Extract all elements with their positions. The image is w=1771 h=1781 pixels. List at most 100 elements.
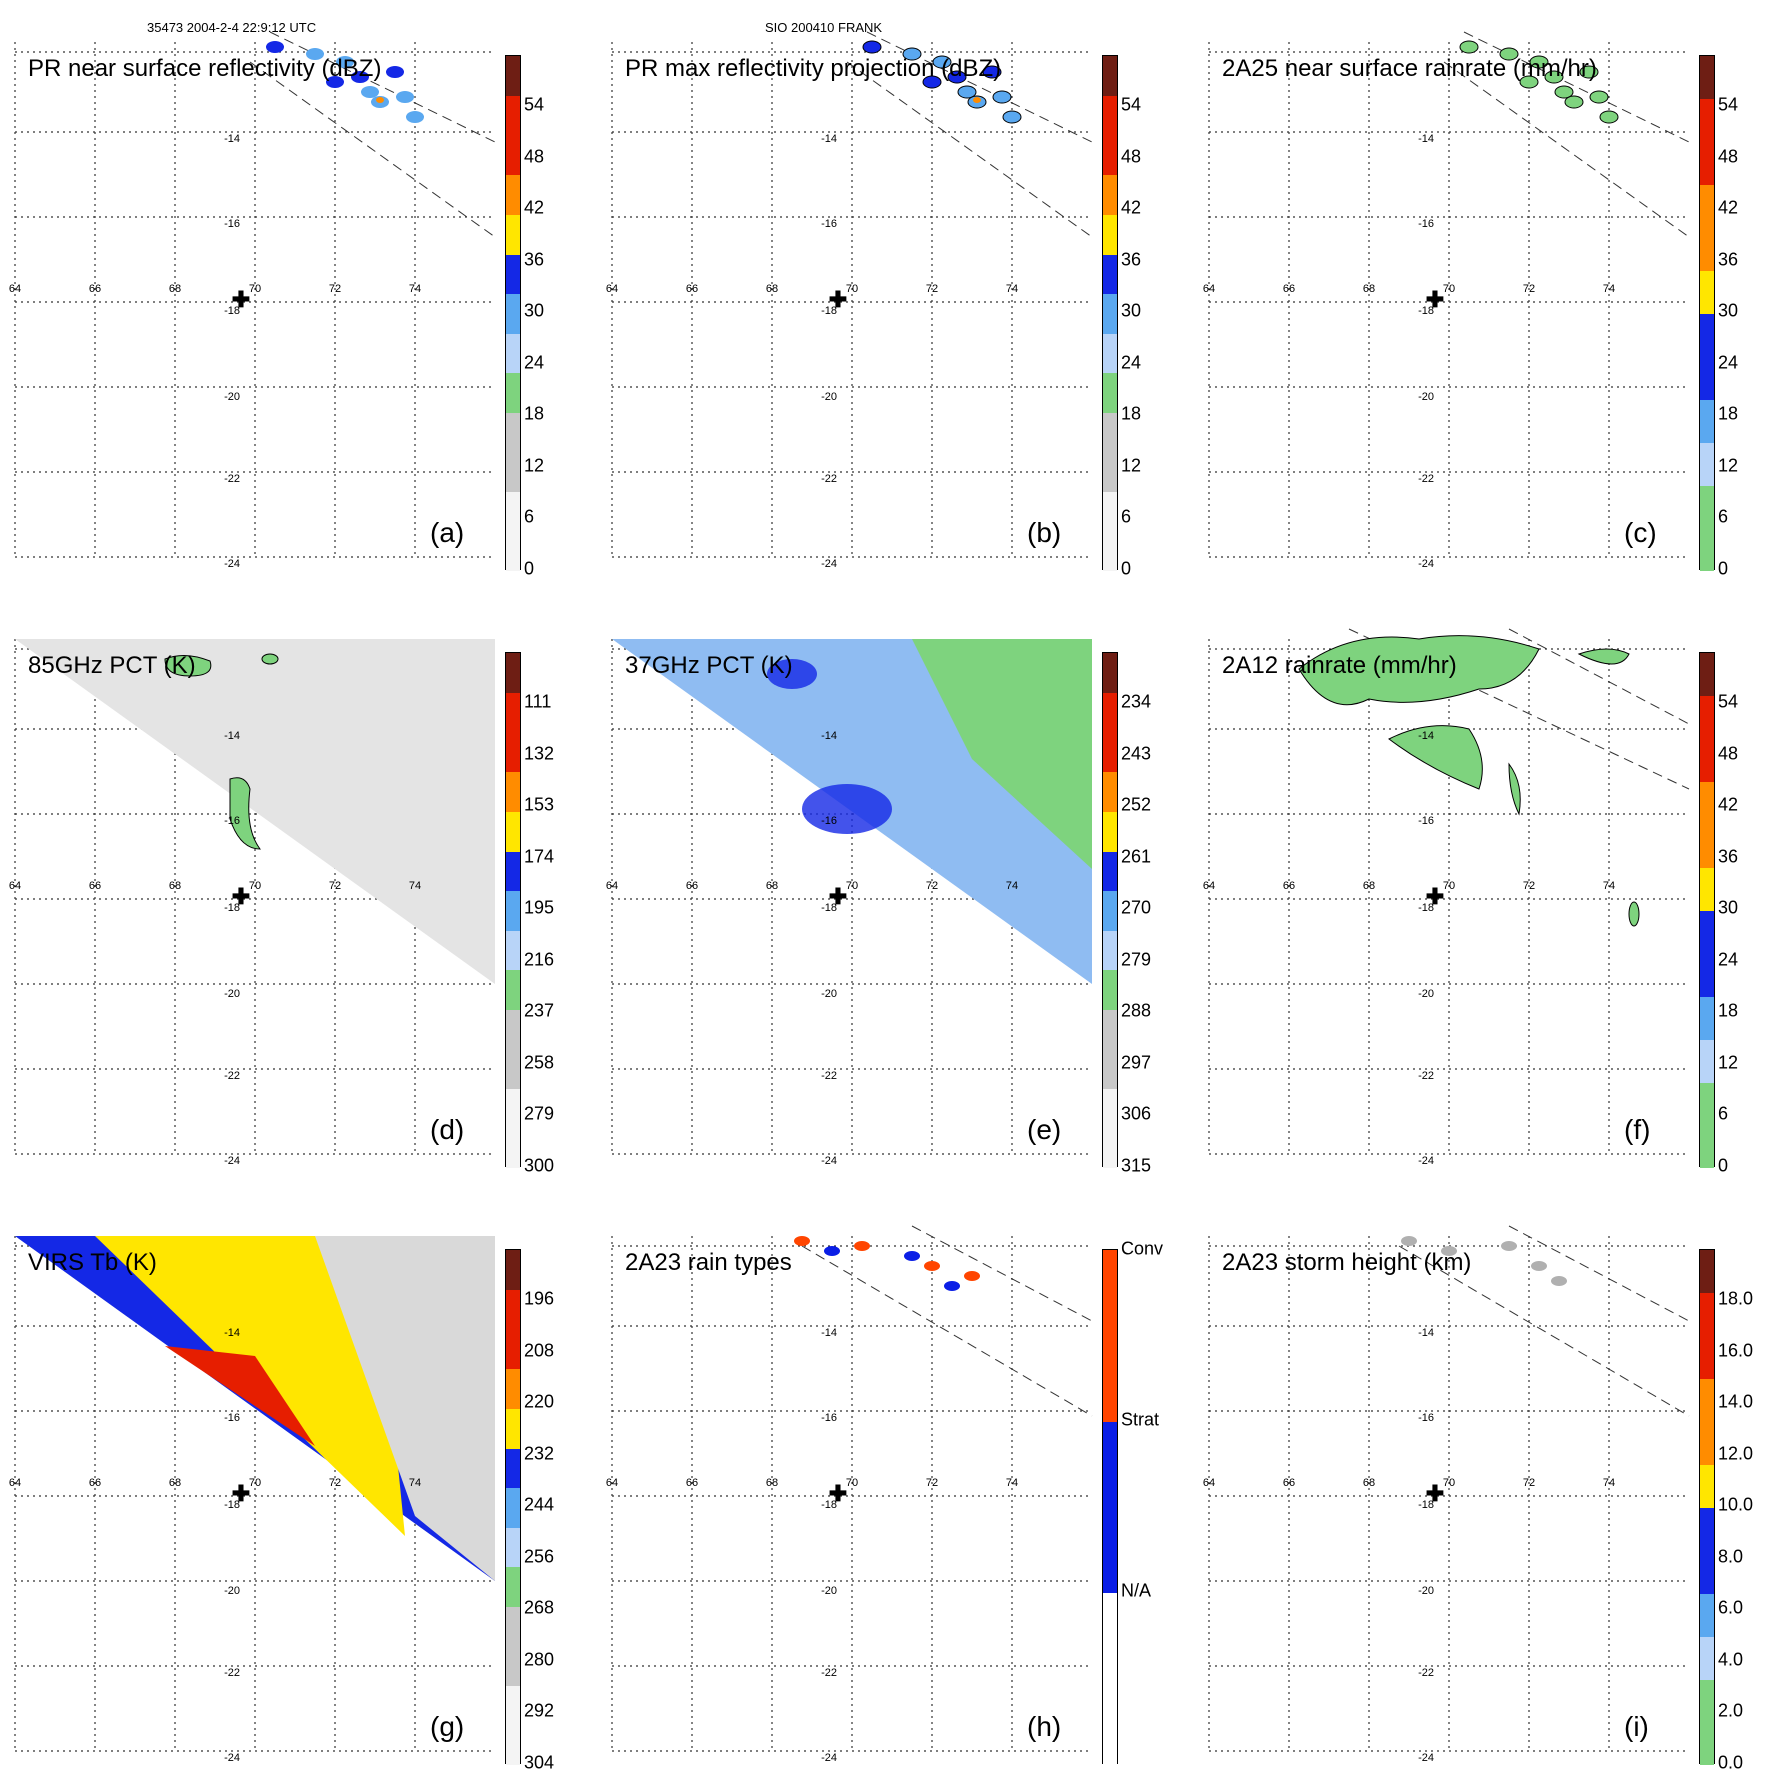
colorbar-segment <box>506 692 520 733</box>
colorbar-tick-label: 252 <box>1121 794 1152 815</box>
colorbar-segment <box>1103 811 1117 852</box>
colorbar-segment <box>1103 333 1117 374</box>
colorbar-tick-label: 280 <box>524 1649 555 1669</box>
colorbar-tick-label: 12 <box>524 455 545 475</box>
lon-label: 64 <box>606 283 618 295</box>
colorbar-tick-label: 279 <box>524 1103 555 1124</box>
colorbar-tick-label: N/A <box>1121 1580 1152 1601</box>
lat-label: -16 <box>821 218 837 230</box>
rain-echo <box>386 66 404 78</box>
colorbar-segment <box>506 1289 520 1330</box>
lon-label: 70 <box>1443 283 1455 295</box>
colorbar-tick-label: 304 <box>524 1752 555 1772</box>
colorbar-segment <box>506 1725 520 1766</box>
colorbar-segment <box>1103 1049 1117 1090</box>
rain-type-pixel <box>964 1271 980 1281</box>
swath-edge <box>1463 31 1690 143</box>
swath-edge <box>269 31 496 143</box>
colorbar-segment <box>1103 930 1117 971</box>
lat-label: -20 <box>1418 391 1434 403</box>
colorbar-segment <box>506 531 520 572</box>
colorbar-segment <box>506 254 520 295</box>
colorbar-segment <box>506 1408 520 1449</box>
colorbar-segment <box>506 412 520 453</box>
lat-label: -14 <box>224 1327 240 1339</box>
rain-echo <box>351 71 369 83</box>
colorbar-tick-label: 243 <box>1121 743 1152 763</box>
lat-label: -16 <box>224 815 240 827</box>
lat-label: -24 <box>821 1155 837 1167</box>
lon-label: 72 <box>1523 880 1535 892</box>
lat-label: -22 <box>821 1070 837 1082</box>
colorbar-segment <box>1103 1250 1117 1422</box>
lat-label: -14 <box>224 133 240 145</box>
plot-area: ✚ 64 66 68 70 72 74 -14 -16 -18 -20 -22 -24 <box>9 31 496 570</box>
lon-label: 68 <box>1363 880 1375 892</box>
colorbar-segment <box>1103 771 1117 812</box>
rain-echo <box>306 48 324 60</box>
map-svg: ✚ 64 66 68 70 72 74 -14 -16 -18 -20 -22 -24 <box>1203 31 1690 570</box>
colorbar <box>1699 652 1715 1169</box>
swath-edge <box>911 1225 1093 1322</box>
colorbar-segment <box>1700 399 1714 443</box>
lon-label: 72 <box>1523 1477 1535 1489</box>
colorbar-tick-label: 16.0 <box>1718 1340 1754 1360</box>
colorbar-tick-label: 258 <box>524 1052 555 1072</box>
panel-label: (d) <box>430 1114 465 1145</box>
colorbar-tick-label: 10.0 <box>1718 1494 1754 1515</box>
colorbar-segment <box>506 333 520 374</box>
colorbar-segment <box>1103 372 1117 414</box>
colorbar-tick-label: 24 <box>1718 352 1739 372</box>
colorbar-segment <box>506 1128 520 1169</box>
colorbar-tick-label: 300 <box>524 1155 555 1175</box>
colorbar-tick-label: 54 <box>1121 94 1142 115</box>
panel-c: ✚ 64 66 68 70 72 74 -14 -16 -18 -20 -22 -24 2A25 nea… <box>1194 27 1771 587</box>
colorbar-segment <box>1700 1335 1714 1380</box>
panel-title: 37GHz PCT (K) <box>625 652 793 679</box>
colorbar-tick-label: 18 <box>1718 1000 1739 1021</box>
colorbar-segment <box>1103 1128 1117 1169</box>
colorbar-segment <box>1103 1009 1117 1050</box>
colorbar-segment <box>506 732 520 773</box>
colorbar-tick-label: 24 <box>1718 949 1739 969</box>
colorbar-tick-label: 48 <box>1121 146 1142 166</box>
rain-echo <box>396 91 414 103</box>
colorbar-segment <box>506 771 520 812</box>
rain-region <box>1388 725 1483 790</box>
colorbar-segment <box>1700 781 1714 826</box>
colorbar-tick-label: 292 <box>524 1700 555 1721</box>
colorbar-tick-label: 36 <box>1718 249 1739 269</box>
panel-title: 2A25 near surface rainrate (mm/hr) <box>1222 55 1597 82</box>
rain-echo <box>266 41 284 53</box>
colorbar-segment <box>1103 531 1117 572</box>
colorbar-segment <box>506 1527 520 1568</box>
lat-label: -16 <box>1418 815 1434 827</box>
colorbar-tick-label: 6 <box>524 506 535 527</box>
coldest-cloud-tops <box>165 1346 315 1446</box>
colorbar-tick-label: 42 <box>1718 197 1739 218</box>
colorbar-segment <box>1700 356 1714 400</box>
colorbar-tick-label: 174 <box>524 846 555 866</box>
colorbar-tick-label: 132 <box>524 743 555 763</box>
lat-label: -20 <box>224 391 240 403</box>
map-svg: ✚ 64 66 68 70 72 74 -14 -16 -18 -20 -22 -24 <box>1203 628 1690 1167</box>
lon-label: 66 <box>1283 283 1295 295</box>
colorbar <box>1699 55 1715 572</box>
lon-label: 64 <box>1203 1477 1215 1489</box>
colorbar-tick-label: 261 <box>1121 846 1152 866</box>
lon-label: 64 <box>9 880 21 892</box>
lon-label: 68 <box>766 283 778 295</box>
lon-label: 66 <box>1283 880 1295 892</box>
lat-label: -20 <box>821 988 837 1000</box>
rain-type-pixel <box>904 1251 920 1261</box>
rain-echo <box>957 85 977 99</box>
colorbar-segment <box>1700 996 1714 1040</box>
colorbar <box>1102 652 1118 1169</box>
colorbar-tick-label: 30 <box>1718 300 1739 321</box>
colorbar-segment <box>1700 270 1714 314</box>
colorbar-segment <box>1103 135 1117 176</box>
colorbar-tick-label: 244 <box>524 1494 555 1515</box>
panel-title: 2A23 rain types <box>625 1249 792 1276</box>
storm-center-marker: ✚ <box>829 287 847 312</box>
storm-center-marker: ✚ <box>829 1481 847 1506</box>
